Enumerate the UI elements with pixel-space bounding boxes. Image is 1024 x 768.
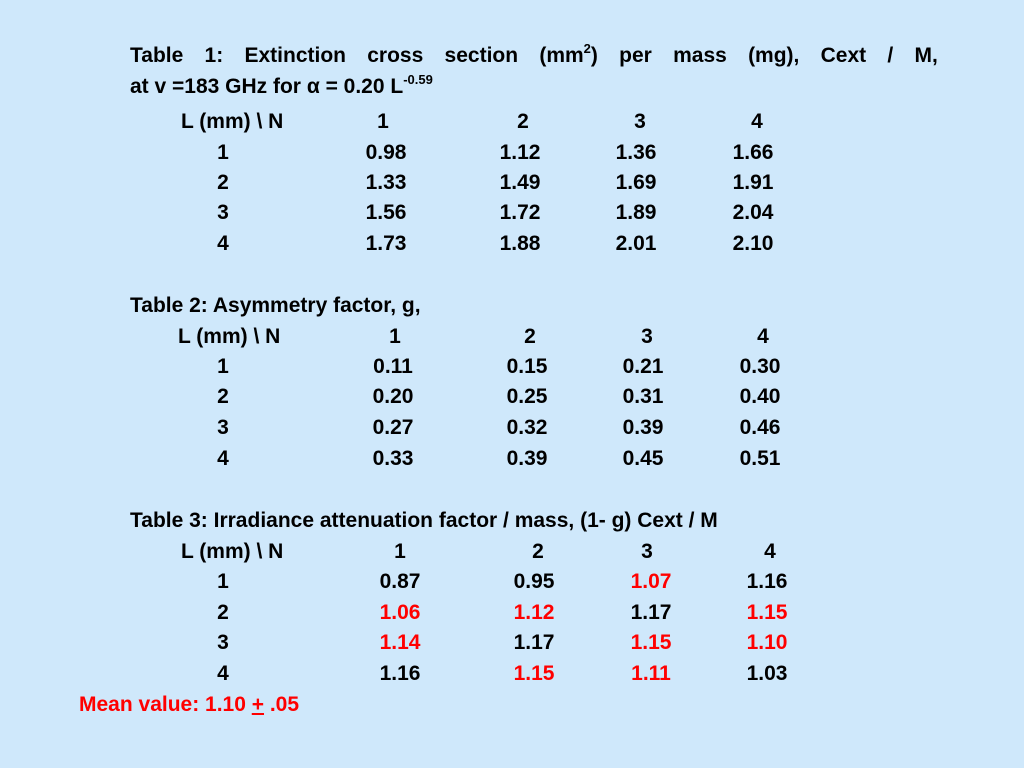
table1-col-header: 3 bbox=[634, 110, 646, 133]
table1-title-line2: at v =183 GHz for α = 0.20 L-0.59 bbox=[130, 72, 433, 98]
table3-cell: 1.15 bbox=[513, 662, 555, 685]
table1-cell: 2.10 bbox=[732, 232, 774, 255]
table2-cell: 0.21 bbox=[622, 355, 664, 378]
table2-row-label: 4 bbox=[217, 447, 229, 470]
table1-cell: 1.36 bbox=[615, 141, 657, 164]
table2-header-label: L (mm) \ N bbox=[178, 325, 281, 348]
table3-cell: 1.06 bbox=[379, 601, 421, 624]
table1-row-label: 3 bbox=[217, 201, 229, 224]
table1-cell: 1.33 bbox=[365, 171, 407, 194]
table3-col-header: 1 bbox=[394, 540, 406, 563]
plus-minus-sign: + bbox=[251, 693, 265, 716]
table1-cell: 0.98 bbox=[365, 141, 407, 164]
table1-cell: 1.49 bbox=[499, 171, 541, 194]
table3-cell: 1.14 bbox=[379, 631, 421, 654]
table2-cell: 0.30 bbox=[739, 355, 781, 378]
table2-row-label: 3 bbox=[217, 416, 229, 439]
table1-cell: 2.04 bbox=[732, 201, 774, 224]
table1-col-header: 1 bbox=[377, 110, 389, 133]
table2-col-header: 2 bbox=[524, 325, 536, 348]
table3-cell: 1.10 bbox=[746, 631, 788, 654]
table3-cell: 1.11 bbox=[631, 662, 671, 685]
table2-cell: 0.15 bbox=[506, 355, 548, 378]
table2-row-label: 2 bbox=[217, 385, 229, 408]
table3-cell: 1.17 bbox=[630, 601, 672, 624]
table3-row-label: 2 bbox=[217, 601, 229, 624]
table3-cell: 0.87 bbox=[379, 570, 421, 593]
table1-cell: 1.73 bbox=[365, 232, 407, 255]
table3-row-label: 4 bbox=[217, 662, 229, 685]
table1-cell: 1.72 bbox=[499, 201, 541, 224]
table3-cell: 1.15 bbox=[630, 631, 672, 654]
table2-cell: 0.46 bbox=[739, 416, 781, 439]
table3-cell: 1.03 bbox=[746, 662, 788, 685]
table1-row-label: 1 bbox=[217, 141, 229, 164]
table3-cell: 1.12 bbox=[513, 601, 555, 624]
table2-col-header: 1 bbox=[389, 325, 401, 348]
table2-cell: 0.45 bbox=[622, 447, 664, 470]
table1-row-label: 4 bbox=[217, 232, 229, 255]
table2-row-label: 1 bbox=[217, 355, 229, 378]
table3-row-label: 1 bbox=[217, 570, 229, 593]
table2-cell: 0.39 bbox=[506, 447, 548, 470]
table3-header-label: L (mm) \ N bbox=[181, 540, 284, 563]
table3-title: Table 3: Irradiance attenuation factor /… bbox=[130, 509, 718, 532]
table1-title-line1: Table 1: Extinction cross section (mm2) per mas… bbox=[130, 41, 938, 67]
table3-row-label: 3 bbox=[217, 631, 229, 654]
table1-cell: 1.12 bbox=[499, 141, 541, 164]
table2-cell: 0.31 bbox=[622, 385, 664, 408]
mean-value-label: Mean value: 1.10 bbox=[79, 693, 252, 716]
table3-cell: 0.95 bbox=[513, 570, 555, 593]
table2-cell: 0.20 bbox=[372, 385, 414, 408]
table3-cell: 1.07 bbox=[630, 570, 672, 593]
table1-col-header: 4 bbox=[751, 110, 763, 133]
table2-cell: 0.25 bbox=[506, 385, 548, 408]
table1-cell: 2.01 bbox=[615, 232, 657, 255]
table3-cell: 1.16 bbox=[746, 570, 788, 593]
table1-cell: 1.89 bbox=[615, 201, 657, 224]
table1-cell: 1.69 bbox=[615, 171, 657, 194]
table2-title: Table 2: Asymmetry factor, g, bbox=[130, 294, 421, 317]
table1-cell: 1.66 bbox=[732, 141, 774, 164]
mean-value-tolerance: .05 bbox=[264, 693, 300, 716]
mean-value-text: Mean value: 1.10 + .05 bbox=[79, 694, 299, 715]
table3-cell: 1.16 bbox=[379, 662, 421, 685]
table2-cell: 0.11 bbox=[373, 355, 413, 378]
table1-row-label: 2 bbox=[217, 171, 229, 194]
table2-cell: 0.40 bbox=[739, 385, 781, 408]
table2-cell: 0.27 bbox=[372, 416, 414, 439]
table1-cell: 1.88 bbox=[499, 232, 541, 255]
table2-cell: 0.39 bbox=[622, 416, 664, 439]
table1-header-label: L (mm) \ N bbox=[181, 110, 284, 133]
table3-col-header: 2 bbox=[532, 540, 544, 563]
table2-cell: 0.51 bbox=[739, 447, 781, 470]
table1-cell: 1.91 bbox=[732, 171, 774, 194]
table2-col-header: 3 bbox=[641, 325, 653, 348]
table2-cell: 0.33 bbox=[372, 447, 414, 470]
table3-cell: 1.15 bbox=[746, 601, 788, 624]
table1-col-header: 2 bbox=[517, 110, 529, 133]
table3-col-header: 3 bbox=[641, 540, 653, 563]
table2-cell: 0.32 bbox=[506, 416, 548, 439]
table2-col-header: 4 bbox=[757, 325, 769, 348]
table3-col-header: 4 bbox=[764, 540, 776, 563]
table3-cell: 1.17 bbox=[513, 631, 555, 654]
table1-cell: 1.56 bbox=[365, 201, 407, 224]
